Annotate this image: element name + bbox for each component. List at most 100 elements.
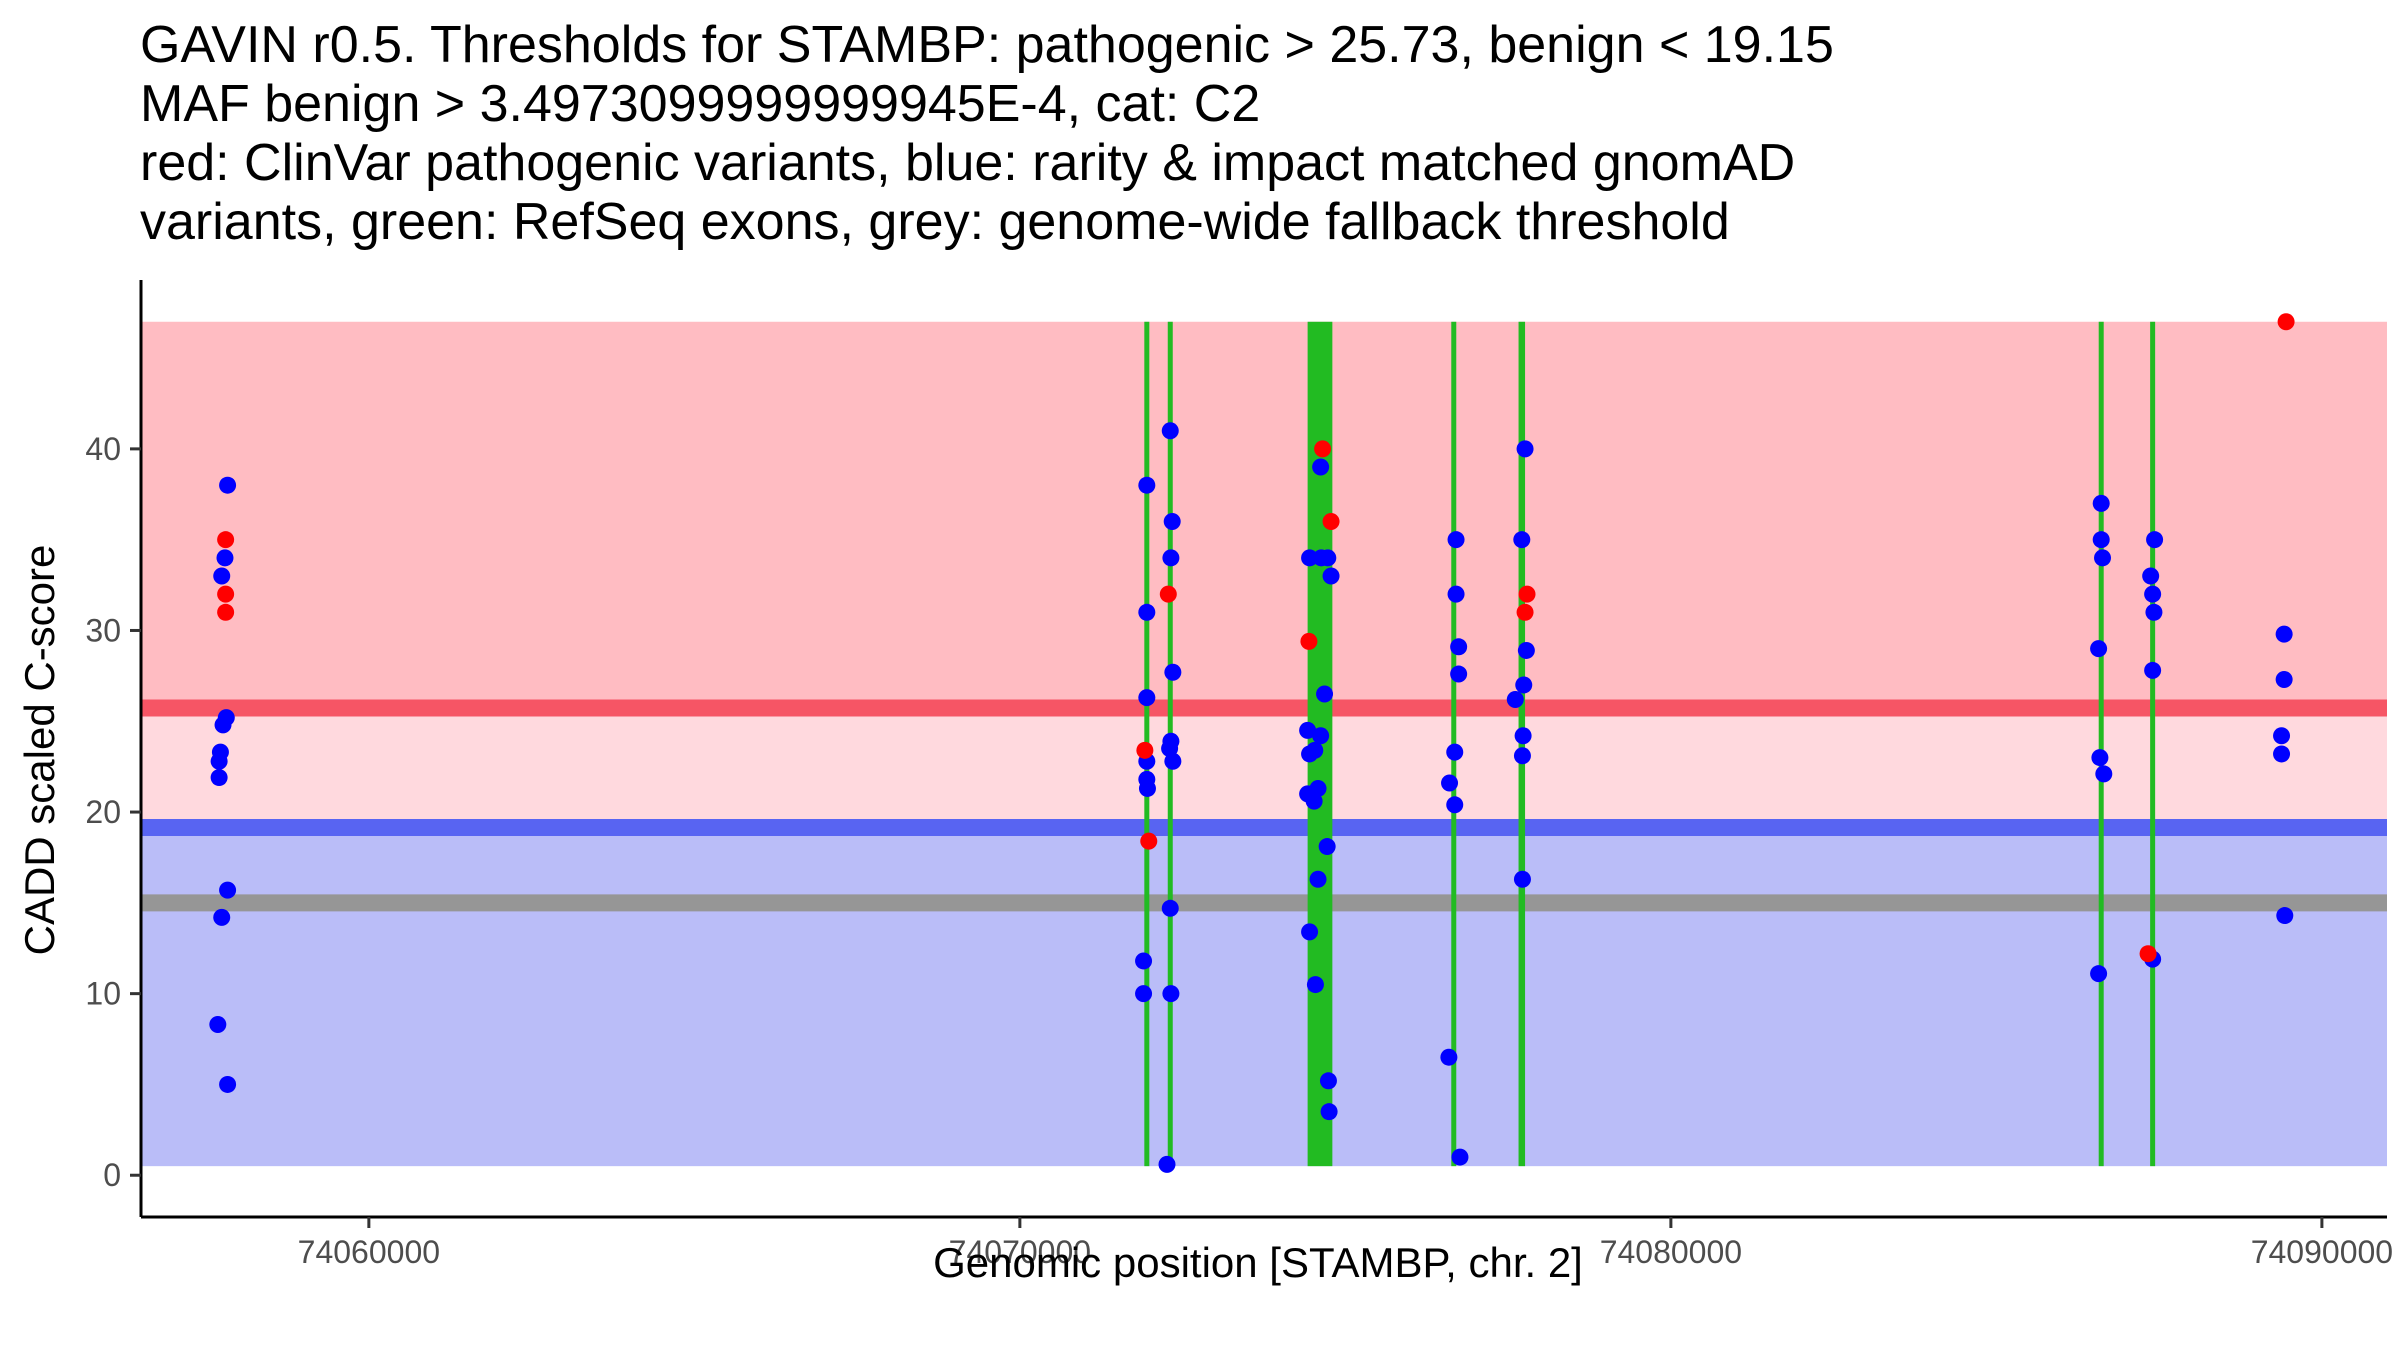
gnomad-point — [1135, 985, 1153, 1003]
gnomad-point — [1441, 774, 1459, 792]
gnomad-point — [2142, 567, 2160, 585]
gnomad-point — [1138, 779, 1156, 797]
gnomad-point — [213, 908, 231, 926]
title-line-2: MAF benign > 3.4973099999999945E-4, cat:… — [140, 75, 1260, 133]
x-tick-label: 74090000 — [2251, 1234, 2393, 1270]
y-tick-label: 0 — [103, 1157, 121, 1193]
title-line-3: red: ClinVar pathogenic variants, blue: … — [140, 134, 1795, 192]
gnomad-point — [1138, 603, 1156, 621]
variant-points — [209, 313, 2295, 1173]
clinvar-point — [1322, 513, 1340, 531]
gnomad-point — [2092, 531, 2110, 549]
clinvar-point — [2139, 945, 2157, 963]
gnomad-point — [1515, 676, 1533, 694]
gnomad-point — [1447, 531, 1465, 549]
gnomad-point — [1513, 870, 1531, 888]
gnomad-point — [1162, 549, 1180, 567]
clinvar-point — [1159, 585, 1177, 603]
gnomad-point — [1513, 531, 1531, 549]
gnomad-point — [1161, 740, 1179, 757]
y-tick-label: 20 — [85, 794, 121, 830]
intermediate-band — [141, 708, 2387, 828]
gnomad-point — [1163, 513, 1181, 531]
gnomad-point — [1446, 796, 1464, 814]
gnomad-point — [216, 549, 234, 567]
exon-7 — [2150, 321, 2156, 1167]
gnomad-point — [1158, 1155, 1176, 1173]
gnomad-point — [1316, 685, 1334, 703]
gnomad-point — [2275, 670, 2293, 688]
threshold-bands — [141, 321, 2387, 1167]
gnomad-point — [1446, 743, 1464, 761]
clinvar-point — [1518, 585, 1536, 603]
x-axis-label: Genomic position [STAMBP, chr. 2] — [933, 1239, 1583, 1286]
gnomad-point — [1319, 1072, 1337, 1090]
gnomad-point — [2146, 531, 2164, 549]
pathogenic-band — [141, 321, 2387, 709]
gnomad-point — [1161, 422, 1179, 440]
gnomad-point — [1305, 792, 1323, 810]
y-tick-label: 10 — [85, 976, 121, 1012]
gnomad-point — [213, 567, 231, 585]
gnomad-point — [210, 752, 228, 770]
clinvar-point — [217, 603, 235, 621]
gnomad-point — [1138, 476, 1156, 494]
gnomad-point — [2273, 727, 2291, 745]
gnomad-point — [1514, 727, 1532, 745]
gnomad-point — [219, 881, 237, 899]
gnomad-point — [1301, 549, 1319, 567]
x-tick-label: 74060000 — [298, 1234, 440, 1270]
y-tick-label: 30 — [85, 612, 121, 648]
gnomad-point — [210, 769, 228, 787]
gnomad-point — [1162, 985, 1180, 1003]
y-tick-label: 40 — [85, 431, 121, 467]
clinvar-point — [1314, 440, 1332, 458]
gnomad-point — [1513, 747, 1531, 765]
gnomad-point — [1135, 952, 1153, 970]
exon-6 — [2098, 321, 2104, 1167]
title-line-1: GAVIN r0.5. Thresholds for STAMBP: patho… — [140, 16, 1834, 74]
gnomad-point — [219, 1075, 237, 1093]
title-line-4: variants, green: RefSeq exons, grey: gen… — [140, 193, 1730, 251]
gnomad-point — [1440, 1048, 1458, 1066]
gnomad-point — [1309, 870, 1327, 888]
gnomad-point — [1306, 976, 1324, 994]
gnomad-point — [1447, 585, 1465, 603]
gnomad-point — [2276, 907, 2294, 925]
gnomad-point — [1312, 727, 1330, 745]
y-axis-label: CADD scaled C-score — [16, 545, 63, 956]
series-clinvar — [217, 313, 2295, 963]
clinvar-point — [1516, 603, 1534, 621]
gnomad-point — [214, 716, 232, 734]
gnomad-point — [1506, 690, 1524, 708]
clinvar-point — [1140, 832, 1158, 850]
gnomad-point — [2145, 603, 2163, 621]
gnomad-point — [219, 476, 237, 494]
gnomad-point — [2094, 549, 2112, 567]
x-tick-label: 74070000 — [949, 1234, 1091, 1270]
gnomad-point — [1301, 923, 1319, 941]
gnomad-point — [2090, 640, 2108, 658]
gnomad-point — [2144, 585, 2162, 603]
gnomad-point — [1164, 663, 1182, 681]
gnomad-point — [1450, 638, 1468, 656]
gnomad-point — [1299, 721, 1317, 739]
gnomad-point — [2273, 745, 2291, 763]
clinvar-point — [217, 531, 235, 549]
gnomad-point — [1318, 838, 1336, 856]
gnomad-point — [2091, 749, 2109, 767]
gnomad-point — [1322, 567, 1340, 585]
gnomad-point — [1450, 665, 1468, 683]
gnomad-point — [1451, 1148, 1469, 1166]
x-tick-label: 74080000 — [1600, 1234, 1742, 1270]
chart-title: GAVIN r0.5. Thresholds for STAMBP: patho… — [140, 16, 1834, 251]
gnomad-point — [1306, 741, 1324, 759]
gnomad-point — [2095, 765, 2113, 783]
clinvar-point — [1136, 741, 1154, 759]
gnomad-point — [1516, 440, 1534, 458]
gnomad-point — [2092, 494, 2110, 512]
clinvar-point — [1300, 632, 1318, 650]
gnomad-point — [209, 1016, 227, 1034]
x-axis-ticks: 74060000 74070000 74080000 74090000 — [298, 1217, 2393, 1270]
